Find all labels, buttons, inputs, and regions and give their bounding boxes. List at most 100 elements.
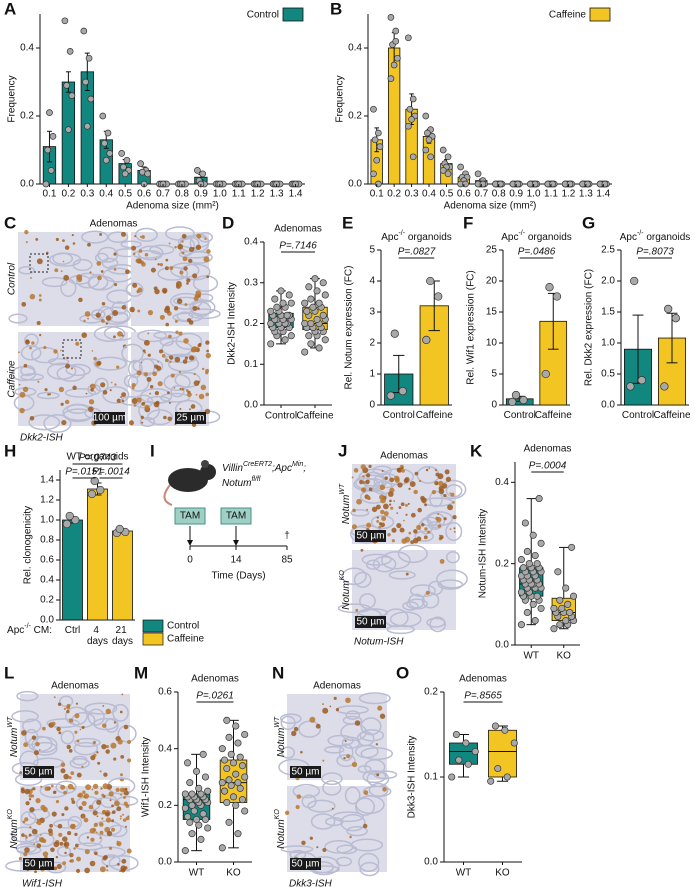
stain	[147, 310, 154, 316]
stain	[70, 367, 74, 370]
stain	[33, 750, 39, 756]
data-point	[455, 756, 463, 764]
timeline-xlabel: Time (Days)	[211, 571, 265, 582]
data-point	[457, 163, 464, 171]
x-tick-label: 0.2	[387, 189, 401, 200]
y-tick-label: 0.0	[158, 857, 172, 868]
stain	[117, 739, 123, 745]
data-point	[99, 112, 107, 120]
data-point	[422, 112, 430, 120]
tissue	[58, 695, 74, 708]
stain	[124, 866, 128, 870]
tissue	[341, 567, 367, 586]
stain	[424, 503, 428, 507]
data-point	[234, 739, 242, 747]
stain	[36, 843, 42, 849]
event-box	[220, 507, 252, 525]
stain	[96, 799, 102, 805]
stain	[434, 468, 438, 472]
stain	[366, 508, 369, 511]
stain	[179, 388, 182, 390]
stain	[368, 464, 372, 468]
stain	[121, 334, 124, 337]
x-tick-label: Control	[265, 411, 297, 422]
tissue	[280, 845, 314, 854]
data-point	[101, 139, 108, 147]
tissue	[28, 414, 61, 431]
stain	[161, 290, 164, 292]
stain	[50, 784, 54, 788]
stain	[89, 271, 92, 274]
stain	[380, 497, 386, 504]
panel-letter: D	[222, 213, 234, 232]
stain	[50, 847, 55, 853]
tissue	[153, 331, 181, 340]
data-point	[406, 105, 414, 113]
stain	[387, 533, 391, 537]
stain	[63, 843, 67, 847]
data-point	[223, 764, 231, 773]
stain	[119, 815, 122, 818]
stain	[122, 813, 125, 816]
data-point	[319, 279, 327, 287]
row-label: Control	[7, 262, 18, 295]
data-point	[558, 604, 566, 612]
stain	[143, 339, 150, 346]
stain	[205, 352, 211, 359]
x-prefix-label-part: Apc	[7, 625, 24, 636]
tissue	[429, 616, 446, 633]
data-point	[232, 722, 240, 730]
stain	[405, 503, 408, 507]
stain	[189, 408, 191, 411]
data-point	[387, 75, 395, 82]
stain	[35, 741, 40, 747]
stain-label: Wif1-ISH	[22, 879, 63, 887]
stain	[167, 391, 170, 395]
stain	[38, 294, 42, 297]
stain	[114, 800, 120, 807]
data-point	[96, 485, 105, 495]
y-axis-label: Dkk3-ISH Intensity	[407, 736, 418, 819]
stain	[154, 364, 159, 369]
stain	[300, 750, 303, 754]
legend-label: Caffeine	[167, 634, 205, 645]
stain	[101, 302, 106, 306]
tissue	[321, 772, 343, 786]
stain	[192, 273, 198, 279]
stain	[182, 359, 188, 364]
stain	[105, 811, 110, 817]
tissue	[361, 553, 392, 566]
stain	[105, 315, 112, 321]
y-tick-label: 0.0	[244, 400, 258, 411]
data-point	[519, 564, 527, 572]
stain	[56, 726, 61, 732]
stain	[72, 385, 77, 390]
stain	[99, 837, 102, 840]
stain	[74, 832, 78, 837]
stain	[22, 386, 29, 393]
x-prefix-label: Apc-/- CM:	[7, 623, 52, 636]
chart-title-part: Apc	[381, 232, 398, 243]
stain	[35, 821, 38, 824]
y-tick-label: 1.0	[601, 338, 615, 349]
stain	[188, 258, 193, 264]
stain	[51, 721, 56, 726]
row-label: NotumWT	[7, 716, 20, 757]
stain	[396, 512, 399, 514]
x-tick-label: 0.3	[405, 189, 419, 200]
data-point	[279, 299, 287, 307]
data-point	[370, 105, 377, 113]
tissue	[102, 386, 130, 404]
stain	[62, 239, 65, 242]
stain	[366, 522, 372, 528]
y-tick-label: 0.2	[244, 318, 258, 329]
data-point	[321, 291, 329, 299]
stain	[131, 245, 137, 251]
data-point	[287, 332, 295, 340]
stain	[139, 371, 141, 373]
data-point	[137, 160, 144, 167]
stain	[131, 386, 135, 390]
x-prefix-label-part: -/-	[24, 623, 31, 630]
stain	[33, 843, 36, 846]
stain	[168, 401, 171, 404]
